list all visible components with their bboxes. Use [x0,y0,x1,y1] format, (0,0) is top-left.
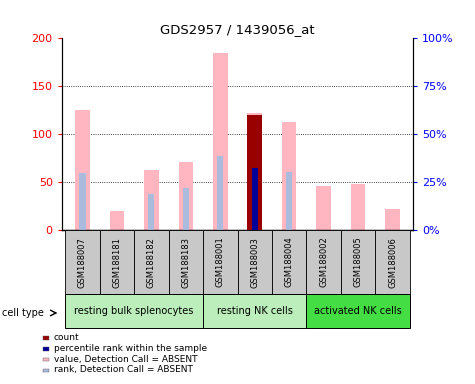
Bar [65,230,100,294]
Bar [43,347,49,351]
Bar [43,336,49,340]
Bar [65,294,203,328]
Text: GSM188002: GSM188002 [319,237,328,288]
Bar [203,294,306,328]
Bar [385,209,400,230]
Bar [148,194,154,230]
Bar [43,369,49,372]
Text: resting NK cells: resting NK cells [217,306,293,316]
Text: GSM188004: GSM188004 [285,237,294,288]
Bar [238,230,272,294]
Text: count: count [54,333,79,342]
Bar [252,168,258,230]
Bar [179,162,193,230]
Bar [110,211,124,230]
Bar [306,294,410,328]
Text: value, Detection Call = ABSENT: value, Detection Call = ABSENT [54,354,197,364]
Bar [351,184,365,230]
Bar [306,230,341,294]
Bar [100,230,134,294]
Bar [272,230,306,294]
Bar [252,170,258,230]
Bar [79,173,86,230]
Text: cell type: cell type [2,308,44,318]
Text: resting bulk splenocytes: resting bulk splenocytes [75,306,194,316]
Text: GSM188183: GSM188183 [181,237,190,288]
Bar [169,230,203,294]
Text: GSM188003: GSM188003 [250,237,259,288]
Text: GSM188005: GSM188005 [353,237,362,288]
Bar [183,188,189,230]
Text: GSM188007: GSM188007 [78,237,87,288]
Bar [286,172,292,230]
Bar [134,230,169,294]
Title: GDS2957 / 1439056_at: GDS2957 / 1439056_at [160,23,315,36]
Text: GSM188001: GSM188001 [216,237,225,288]
Text: GSM188182: GSM188182 [147,237,156,288]
Text: percentile rank within the sample: percentile rank within the sample [54,344,207,353]
Text: GSM188006: GSM188006 [388,237,397,288]
Bar [203,230,238,294]
Bar [213,53,228,230]
Bar [43,358,49,361]
Bar [282,122,296,230]
Bar [316,186,331,230]
Text: GSM188181: GSM188181 [113,237,122,288]
Bar [247,115,262,230]
Bar [341,230,375,294]
Text: activated NK cells: activated NK cells [314,306,402,316]
Bar [247,113,262,230]
Bar [144,170,159,230]
Bar [375,230,410,294]
Bar [217,157,223,230]
Bar [75,111,90,230]
Text: rank, Detection Call = ABSENT: rank, Detection Call = ABSENT [54,365,192,374]
